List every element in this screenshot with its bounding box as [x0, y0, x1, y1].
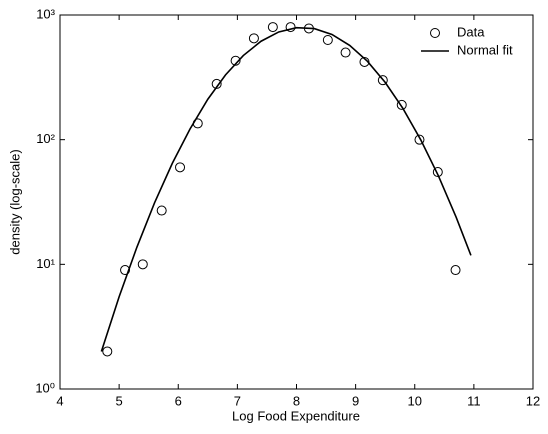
data-point — [156, 205, 167, 216]
y-tick-label: 10³ — [36, 6, 55, 21]
data-point — [137, 259, 148, 270]
x-tick-label: 7 — [234, 393, 241, 408]
y-tick-label: 10² — [36, 131, 55, 146]
fit-line — [100, 26, 472, 352]
x-tick-label: 11 — [467, 393, 481, 408]
data-point — [377, 75, 388, 86]
data-point — [432, 167, 443, 178]
x-tick-label: 6 — [175, 393, 182, 408]
plot-frame — [59, 14, 534, 390]
data-point — [230, 55, 241, 66]
x-tick-label: 12 — [526, 393, 540, 408]
legend-label: Normal fit — [457, 42, 513, 57]
x-tick-label: 5 — [116, 393, 123, 408]
data-point — [102, 346, 113, 357]
data-point — [175, 162, 186, 173]
data-point — [340, 47, 351, 58]
data-point — [267, 22, 278, 33]
data-point — [248, 33, 259, 44]
data-point — [285, 22, 296, 33]
y-axis-label: density (log-scale) — [7, 149, 22, 255]
y-tick-label: 10⁰ — [35, 380, 55, 395]
x-tick-label: 10 — [408, 393, 422, 408]
data-point — [211, 78, 222, 89]
legend-label: Data — [457, 24, 485, 39]
data-point — [322, 35, 333, 46]
x-tick-label: 8 — [293, 393, 300, 408]
data-point — [414, 134, 425, 145]
x-tick-label: 4 — [56, 393, 63, 408]
legend-marker — [430, 28, 440, 38]
x-tick-label: 9 — [352, 393, 359, 408]
data-point — [450, 265, 461, 276]
x-axis-label: Log Food Expenditure — [232, 408, 360, 423]
data-point — [396, 99, 407, 110]
y-tick-label: 10¹ — [36, 256, 55, 271]
